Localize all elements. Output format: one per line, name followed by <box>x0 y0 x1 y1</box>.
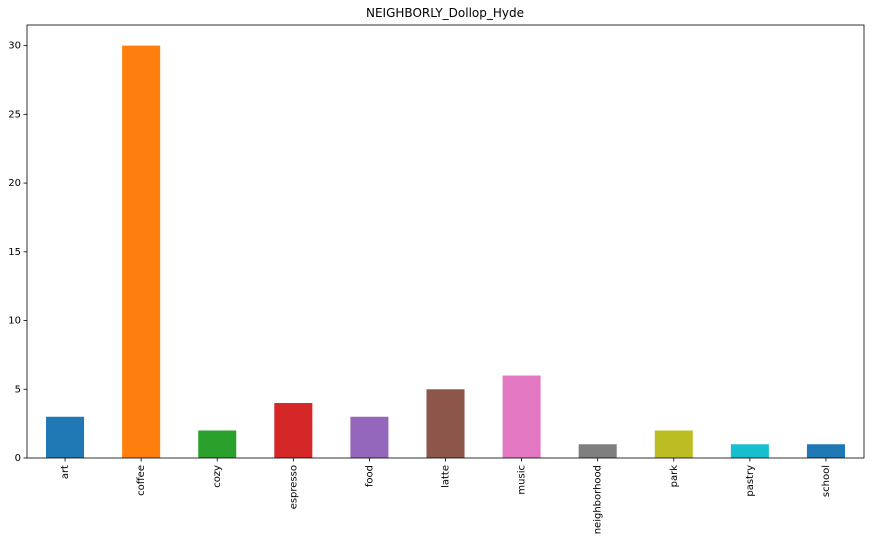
y-tick-label-0: 0 <box>15 453 21 464</box>
chart-title: NEIGHBORLY_Dollop_Hyde <box>366 6 524 20</box>
y-tick-label-5: 5 <box>15 384 21 395</box>
bar-espresso <box>274 403 313 458</box>
y-tick-label-10: 10 <box>8 316 21 327</box>
bar-cozy <box>198 430 237 458</box>
x-tick-label-park: park <box>669 465 680 488</box>
bar-latte <box>426 389 465 458</box>
y-tick-label-15: 15 <box>8 247 21 258</box>
x-axis: art coffee cozy espresso food latte music neigh… <box>60 458 832 534</box>
x-tick-label-coffee: coffee <box>136 465 147 496</box>
y-tick-label-25: 25 <box>8 109 21 120</box>
bar-school <box>806 444 845 458</box>
bar-coffee <box>122 45 161 458</box>
x-tick-label-music: music <box>517 465 528 495</box>
y-axis: 0 5 10 15 20 25 30 <box>8 41 27 464</box>
bar-food <box>350 416 389 458</box>
y-tick-label-20: 20 <box>8 178 21 189</box>
y-tick-label-30: 30 <box>8 41 21 52</box>
x-tick-label-neighborhood: neighborhood <box>593 465 604 534</box>
bar-music <box>502 375 541 458</box>
x-tick-label-espresso: espresso <box>288 465 299 509</box>
bar-pastry <box>730 444 769 458</box>
bars-group <box>46 45 845 458</box>
x-tick-label-art: art <box>60 465 71 479</box>
bar-art <box>46 416 85 458</box>
x-tick-label-food: food <box>364 465 375 487</box>
bar-park <box>654 430 693 458</box>
x-tick-label-pastry: pastry <box>745 465 756 497</box>
plot-frame <box>26 24 865 459</box>
bar-neighborhood <box>578 444 617 458</box>
x-tick-label-cozy: cozy <box>212 465 223 488</box>
x-tick-label-school: school <box>821 465 832 497</box>
x-tick-label-latte: latte <box>441 465 452 488</box>
